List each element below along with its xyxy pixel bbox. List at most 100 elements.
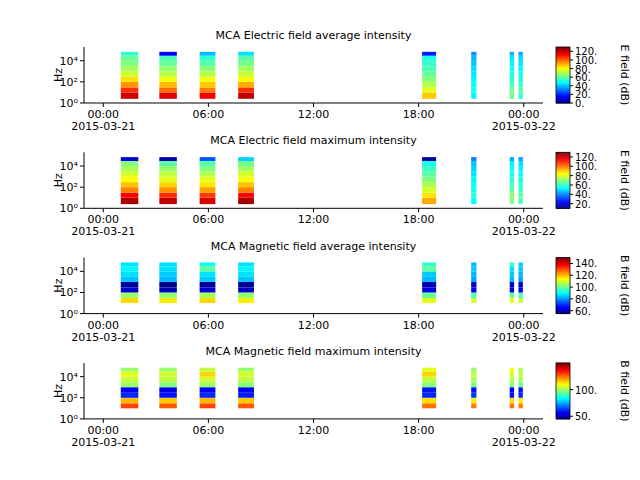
- cell: [471, 282, 476, 288]
- colorbar-frame: [556, 47, 570, 103]
- colorbar-tick-label: 120.: [575, 46, 597, 57]
- cell: [518, 393, 522, 398]
- cell: [238, 193, 254, 198]
- colorbar-tick: [570, 287, 573, 288]
- cell: [121, 393, 139, 398]
- colorbar-tick: [570, 103, 573, 104]
- colorbar-gradient: [556, 286, 570, 288]
- cell: [518, 377, 522, 383]
- colorbar-gradient: [556, 385, 570, 387]
- cell: [471, 377, 476, 383]
- cell: [238, 161, 254, 166]
- colorbar-gradient: [556, 402, 570, 404]
- cell: [471, 172, 476, 177]
- cell: [510, 61, 514, 67]
- cell: [121, 387, 139, 393]
- x-tick: [523, 208, 524, 212]
- cell: [422, 382, 436, 387]
- colorbar-tick-label: 120.: [575, 270, 597, 281]
- cell: [159, 266, 177, 271]
- cell: [159, 82, 177, 88]
- x-tick: [418, 419, 419, 423]
- colorbar-gradient: [556, 169, 570, 171]
- cell: [200, 82, 216, 88]
- cell: [238, 372, 254, 377]
- colorbar-gradient: [556, 166, 570, 168]
- colorbar-gradient: [556, 97, 570, 99]
- colorbar-gradient: [556, 71, 570, 73]
- x-tick-label: 12:00: [298, 108, 330, 121]
- cell: [159, 71, 177, 77]
- cell: [422, 52, 436, 56]
- cell: [422, 266, 436, 271]
- panel: MCA Magnetic field maximum intensity00:0…: [52, 345, 631, 449]
- colorbar-gradient: [556, 390, 570, 392]
- colorbar-gradient: [556, 291, 570, 293]
- colorbar-gradient: [556, 153, 570, 155]
- cell: [510, 198, 514, 204]
- cell: [510, 187, 514, 193]
- colorbar-gradient: [556, 383, 570, 385]
- colorbar-gradient: [556, 81, 570, 83]
- cell: [518, 77, 522, 82]
- cell: [471, 368, 476, 372]
- colorbar-gradient: [556, 290, 570, 292]
- cell: [200, 66, 216, 71]
- colorbar-gradient: [556, 273, 570, 275]
- cell: [238, 56, 254, 61]
- colorbar-gradient: [556, 387, 570, 389]
- cell: [510, 77, 514, 82]
- cell: [200, 166, 216, 172]
- cell: [200, 271, 216, 277]
- cells: [121, 157, 523, 204]
- cell: [471, 66, 476, 71]
- cell: [238, 182, 254, 187]
- cell: [471, 61, 476, 67]
- cell: [471, 182, 476, 187]
- colorbar-gradient: [556, 389, 570, 391]
- cell: [518, 403, 522, 408]
- x-date-label: 2015-03-22: [492, 331, 556, 344]
- colorbar-gradient: [556, 272, 570, 274]
- cell: [200, 266, 216, 271]
- cell: [518, 166, 522, 172]
- cell: [238, 368, 254, 372]
- colorbar-gradient: [556, 182, 570, 184]
- cell: [518, 56, 522, 61]
- colorbar-gradient: [556, 404, 570, 406]
- cell: [518, 382, 522, 387]
- cell: [159, 187, 177, 193]
- colorbar-tick: [570, 51, 573, 52]
- cell: [510, 92, 514, 98]
- x-tick: [313, 208, 314, 212]
- colorbar-gradient: [556, 374, 570, 376]
- cell: [471, 193, 476, 198]
- cell: [159, 87, 177, 92]
- colorbar-gradient: [556, 391, 570, 393]
- cell: [121, 157, 139, 161]
- cell: [159, 157, 177, 161]
- colorbar-gradient: [556, 308, 570, 310]
- colorbar-gradient: [556, 191, 570, 193]
- colorbar-gradient: [556, 377, 570, 379]
- cell: [159, 177, 177, 183]
- colorbar-gradient: [556, 369, 570, 371]
- colorbar-tick: [570, 263, 573, 264]
- y-tick-label: 10⁴: [60, 265, 79, 278]
- x-tick-label: 18:00: [403, 424, 435, 437]
- y-tick-label: 10⁴: [60, 55, 79, 68]
- colorbar-gradient: [556, 85, 570, 87]
- colorbar-tick: [570, 85, 573, 86]
- colorbar-gradient: [556, 397, 570, 399]
- cells: [121, 52, 523, 99]
- cell: [422, 161, 436, 166]
- cell: [422, 193, 436, 198]
- colorbar-gradient: [556, 168, 570, 170]
- colorbar-gradient: [556, 91, 570, 93]
- cell: [518, 161, 522, 166]
- colorbar-gradient: [556, 382, 570, 384]
- cell: [471, 277, 476, 282]
- cell: [159, 277, 177, 282]
- colorbar-gradient: [556, 84, 570, 86]
- cell: [518, 271, 522, 277]
